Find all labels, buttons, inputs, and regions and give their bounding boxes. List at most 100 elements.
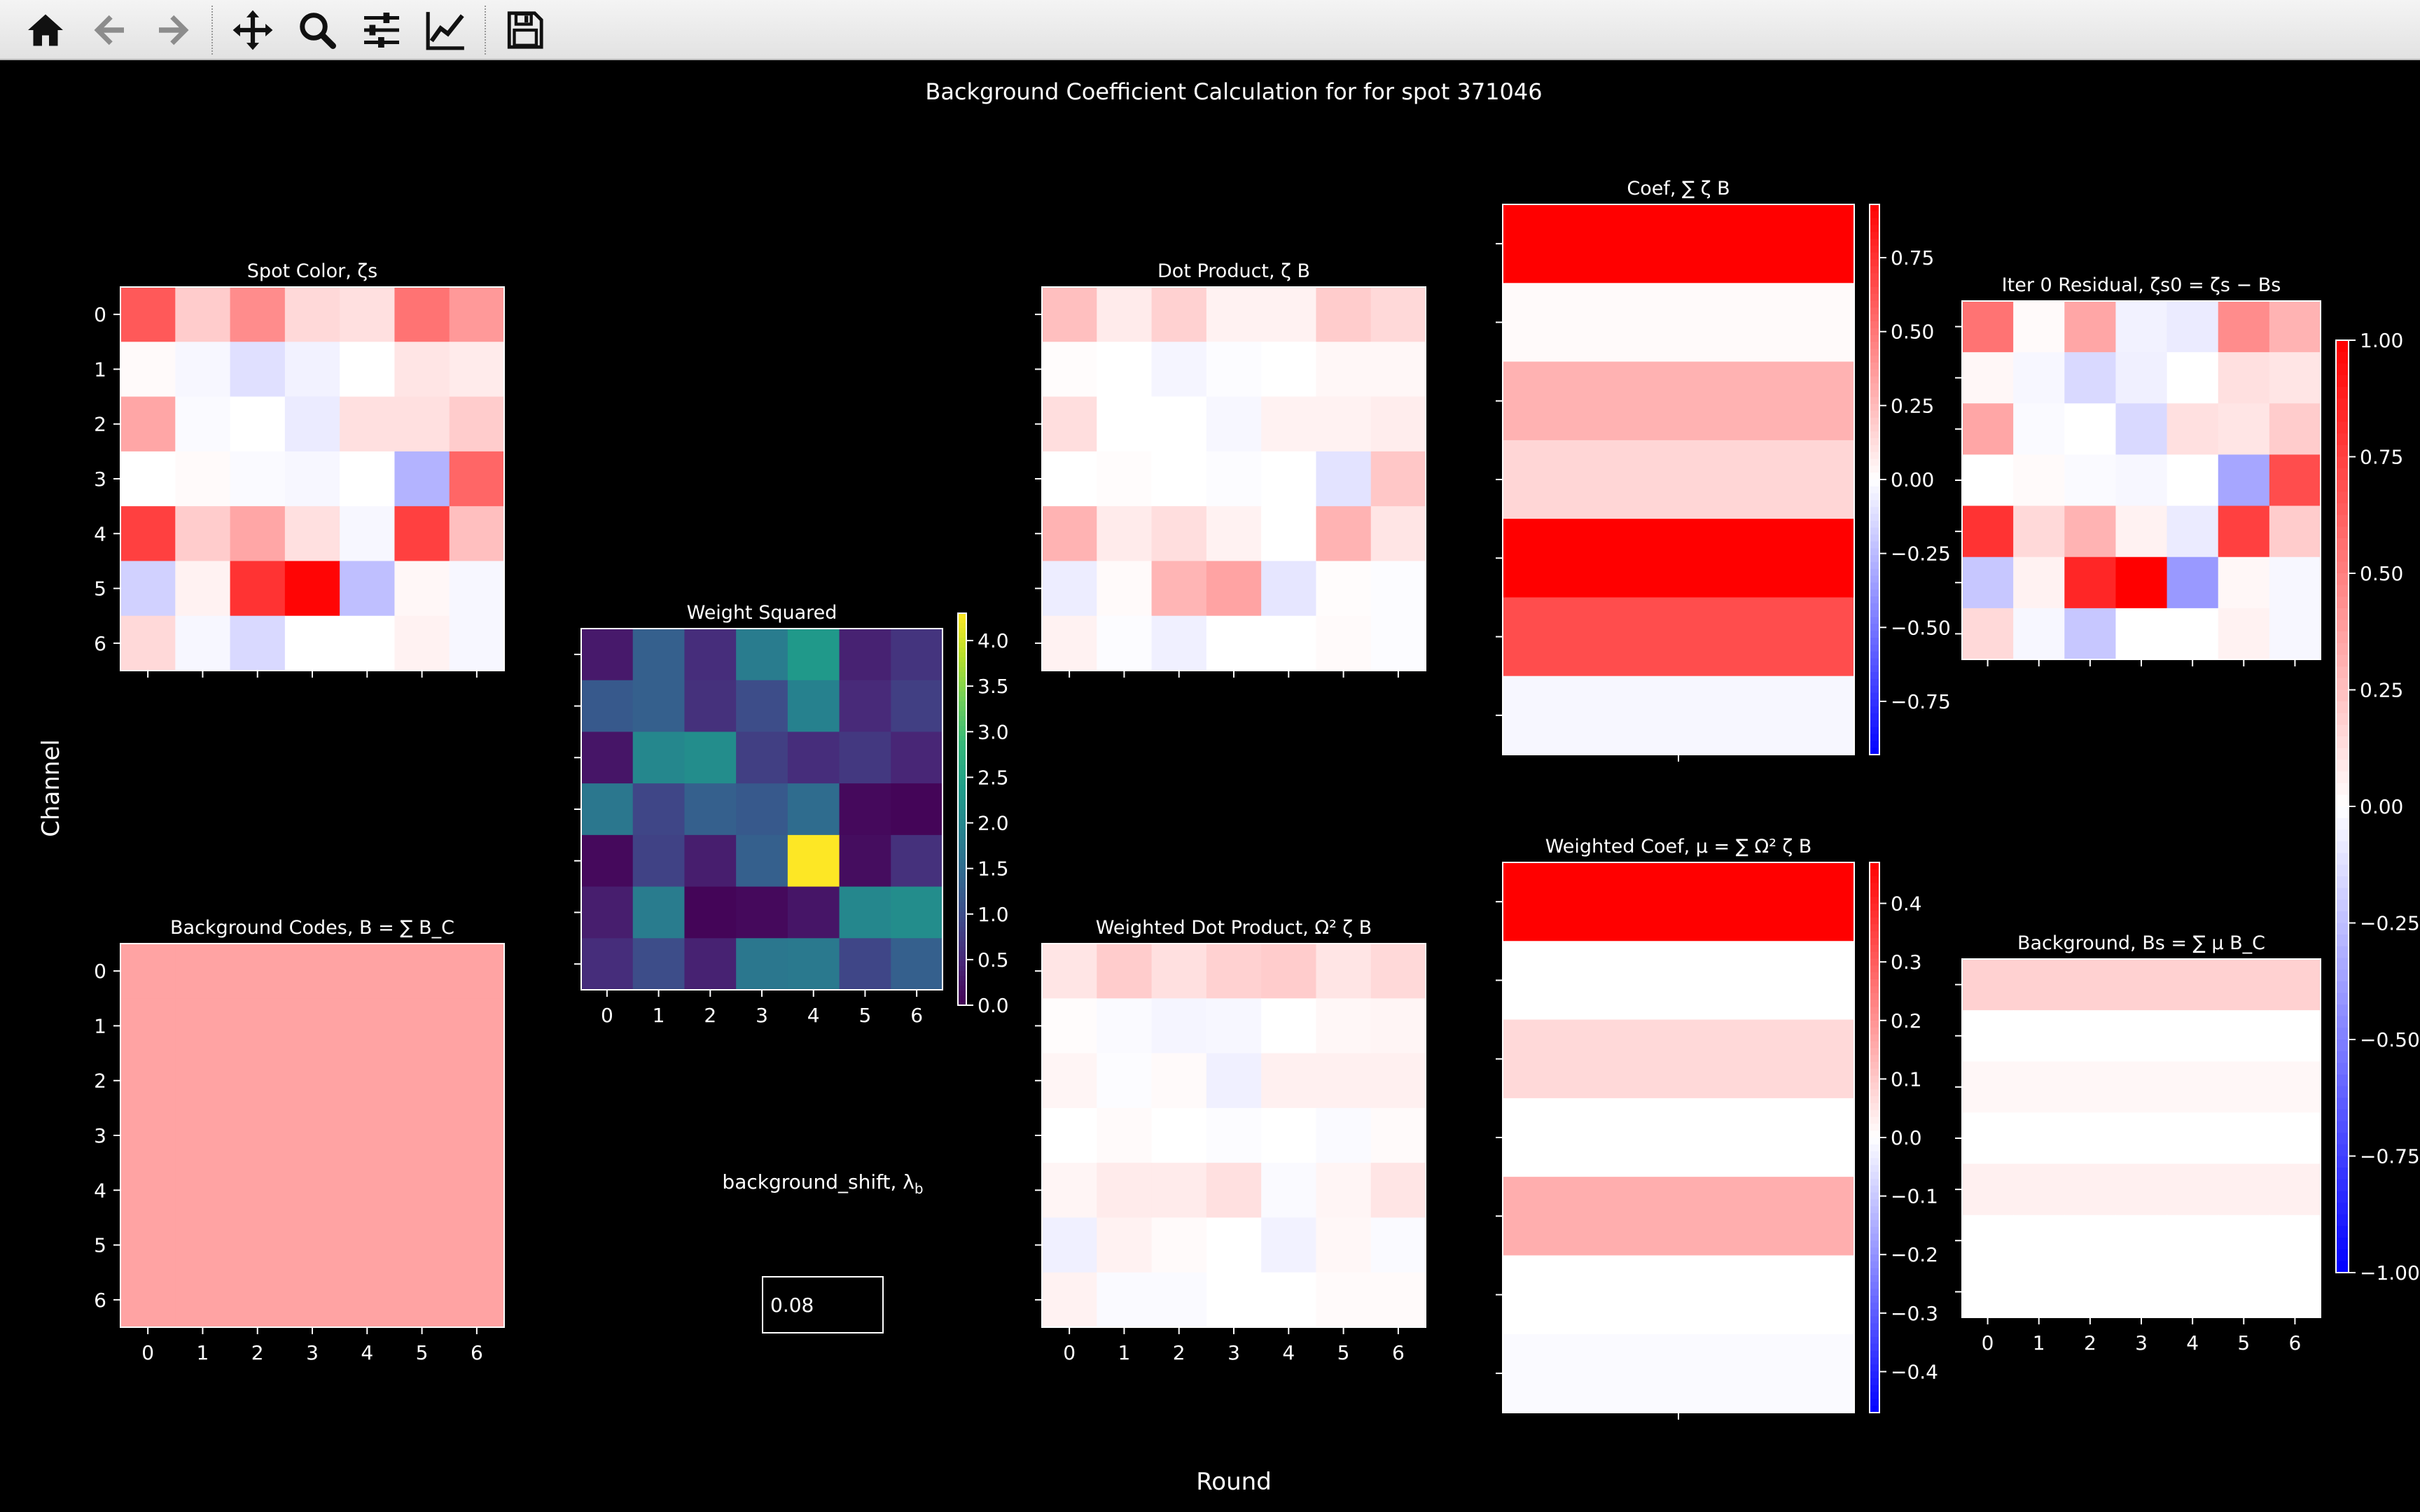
heatmap-cell bbox=[1962, 608, 2014, 660]
heatmap-cell bbox=[230, 287, 286, 342]
colorbar-segment bbox=[958, 770, 966, 776]
heatmap-cell bbox=[449, 287, 505, 342]
colorbar-segment bbox=[2336, 818, 2349, 830]
colorbar-segment bbox=[958, 892, 966, 898]
heatmap-cell bbox=[120, 1272, 176, 1328]
colorbar-segment bbox=[1870, 1116, 1879, 1124]
colorbar-segment bbox=[1870, 1219, 1879, 1228]
colorbar-segment bbox=[1870, 410, 1879, 419]
heatmap-cell bbox=[2013, 1112, 2065, 1165]
colorbar-segment bbox=[1870, 438, 1879, 446]
heatmap-cell bbox=[1206, 944, 1262, 999]
colorbar-segment bbox=[1870, 369, 1879, 377]
colorbar-segment bbox=[2336, 1238, 2349, 1250]
heatmap-cell bbox=[2013, 959, 2065, 1011]
forward-button[interactable] bbox=[148, 6, 197, 55]
colorbar-tick-label: 0.5 bbox=[978, 948, 1009, 972]
colorbar-segment bbox=[2336, 736, 2349, 749]
colorbar-segment bbox=[958, 716, 966, 722]
heatmap-cell bbox=[839, 629, 891, 681]
background-plot: Background, Bs = ∑ μ B_C 0 1 2 3 4 5 6 bbox=[1955, 932, 2321, 1354]
zoom-button[interactable] bbox=[293, 6, 342, 55]
colorbar-segment bbox=[958, 897, 966, 903]
colorbar-segment bbox=[2336, 479, 2349, 493]
heatmap-cell bbox=[1962, 1214, 2014, 1267]
colorbar-segment bbox=[1870, 273, 1879, 281]
edit-axis-button[interactable] bbox=[422, 6, 471, 55]
colorbar-segment bbox=[958, 966, 966, 972]
heatmap-cell bbox=[1042, 944, 1097, 999]
colorbar-segment bbox=[958, 809, 966, 815]
heatmap-cell bbox=[449, 561, 505, 617]
heatmap-cell bbox=[1261, 944, 1317, 999]
heatmap-cell bbox=[1261, 396, 1317, 452]
heatmap-cell bbox=[2064, 1061, 2117, 1114]
heatmap-cell bbox=[787, 886, 840, 939]
heatmap-cell bbox=[340, 1217, 396, 1273]
heatmap-cell bbox=[684, 629, 737, 681]
heatmap-cell bbox=[2167, 1061, 2219, 1114]
colorbar-segment bbox=[1870, 699, 1879, 707]
colorbar-segment bbox=[1870, 1068, 1879, 1077]
heatmap-cell bbox=[340, 287, 396, 342]
heatmap-cell bbox=[394, 944, 450, 999]
home-icon bbox=[28, 14, 63, 46]
heatmap-cell bbox=[2269, 1266, 2321, 1318]
colorbar-tick-label: −0.4 bbox=[1891, 1360, 1938, 1383]
heatmap-cell bbox=[284, 451, 340, 507]
x-tick-label: 1 bbox=[2033, 1331, 2045, 1354]
heatmap-cell bbox=[2167, 608, 2219, 660]
heatmap-cell bbox=[175, 1107, 231, 1163]
home-button[interactable] bbox=[21, 6, 70, 55]
heatmap-cell bbox=[1151, 1053, 1207, 1109]
heatmap-cell bbox=[394, 1053, 450, 1109]
heatmap-cell bbox=[1206, 1053, 1262, 1109]
colorbar-segment bbox=[2336, 1040, 2349, 1052]
heatmap-cell bbox=[175, 944, 231, 999]
colorbar-segment bbox=[1870, 486, 1879, 494]
heatmap-cell bbox=[120, 1107, 176, 1163]
configure-subplots-button[interactable] bbox=[357, 6, 406, 55]
heatmap-cell bbox=[2115, 301, 2168, 353]
x-tick-label: 1 bbox=[1118, 1341, 1131, 1364]
colorbar-segment bbox=[1870, 993, 1879, 1001]
heatmap-cell bbox=[284, 396, 340, 452]
colorbar-segment bbox=[958, 721, 966, 727]
heatmap-cell bbox=[1962, 556, 2014, 609]
background-shift-input[interactable] bbox=[762, 1276, 884, 1334]
configure-subplots-icon bbox=[364, 13, 399, 48]
heatmap-cell bbox=[2218, 454, 2270, 507]
colorbar-segment bbox=[958, 819, 966, 825]
colorbar-tick-label: −0.50 bbox=[2360, 1028, 2420, 1051]
colorbar-segment bbox=[2336, 374, 2349, 388]
colorbar-segment bbox=[1870, 1233, 1879, 1241]
coef-title: Coef, ∑ ζ B bbox=[1627, 178, 1730, 200]
colorbar-segment bbox=[1870, 1261, 1879, 1269]
heatmap-cell bbox=[1261, 615, 1317, 671]
colorbar-segment bbox=[1870, 342, 1879, 349]
colorbar-segment bbox=[1870, 897, 1879, 904]
heatmap-cell bbox=[2013, 301, 2065, 353]
colorbar-segment bbox=[1870, 417, 1879, 425]
heatmap-cell bbox=[230, 998, 286, 1054]
colorbar-segment bbox=[1870, 266, 1879, 274]
pan-button[interactable] bbox=[228, 6, 277, 55]
heatmap-cell bbox=[120, 1217, 176, 1273]
colorbar-segment bbox=[958, 677, 966, 682]
heatmap-cell bbox=[2064, 1112, 2117, 1165]
heatmap-cell bbox=[1316, 1053, 1372, 1109]
save-button[interactable] bbox=[500, 6, 549, 55]
colorbar-segment bbox=[958, 746, 966, 751]
colorbar-segment bbox=[1870, 1385, 1879, 1393]
heatmap-cell bbox=[175, 506, 231, 562]
heatmap-cell bbox=[284, 1217, 340, 1273]
x-tick-label: 0 bbox=[1982, 1331, 1994, 1354]
back-button[interactable] bbox=[85, 6, 134, 55]
heatmap-cell bbox=[2013, 556, 2065, 609]
heatmap-cell bbox=[340, 998, 396, 1054]
colorbar-segment bbox=[1870, 293, 1879, 302]
heatmap-cell bbox=[1261, 342, 1317, 398]
heatmap-cell bbox=[581, 886, 634, 939]
colorbar-segment bbox=[1870, 314, 1879, 322]
colorbar-segment bbox=[1870, 910, 1879, 918]
